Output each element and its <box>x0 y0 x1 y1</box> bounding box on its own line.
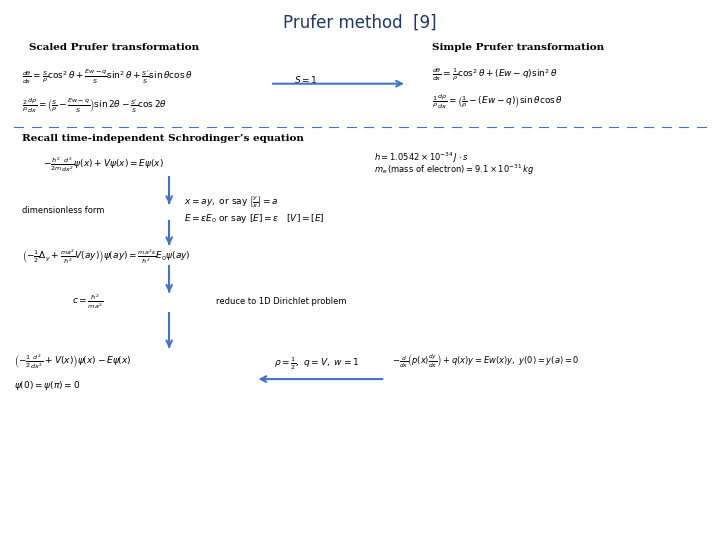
Text: $h = 1.0542\times 10^{-34}\,J\cdot s$: $h = 1.0542\times 10^{-34}\,J\cdot s$ <box>374 150 469 165</box>
Text: $\left(-\frac{1}{2}\frac{d^2}{dx^2} + V(x)\right)\psi(x) - E\psi(x)$: $\left(-\frac{1}{2}\frac{d^2}{dx^2} + V(… <box>14 352 132 370</box>
Text: $x = ay,\ \mathrm{or\ say}\ \left[\frac{y}{x}\right] = a$: $x = ay,\ \mathrm{or\ say}\ \left[\frac{… <box>184 194 279 210</box>
Text: $-\frac{\hbar^2}{2m}\frac{d^2}{dx^2}\psi(x) + V\psi(x) = E\psi(x)$: $-\frac{\hbar^2}{2m}\frac{d^2}{dx^2}\psi… <box>43 156 164 174</box>
Text: $\rho = \frac{1}{2},\ q=V,\ w=1$: $\rho = \frac{1}{2},\ q=V,\ w=1$ <box>274 355 359 372</box>
Text: Prufer method  [9]: Prufer method [9] <box>283 14 437 31</box>
Text: $-\frac{d}{dx}\left(p(x)\frac{dy}{dx}\right) + q(x)y = Ew(x)y,\ y(0) = y(a) = 0$: $-\frac{d}{dx}\left(p(x)\frac{dy}{dx}\ri… <box>392 352 580 370</box>
Text: $m_e\,(\mathrm{mass\ of\ electron}) = 9.1\times 10^{-31}\,kg$: $m_e\,(\mathrm{mass\ of\ electron}) = 9.… <box>374 163 535 178</box>
Text: $E = \varepsilon E_0\ \mathrm{or\ say}\ [E]=\varepsilon\quad [V]=[E]$: $E = \varepsilon E_0\ \mathrm{or\ say}\ … <box>184 212 324 225</box>
Text: $\frac{1}{\rho}\frac{d\rho}{dx} = \left(\frac{1}{\rho} - (Ew-q)\right)\sin\theta: $\frac{1}{\rho}\frac{d\rho}{dx} = \left(… <box>432 93 563 111</box>
Text: Simple Prufer transformation: Simple Prufer transformation <box>432 43 604 52</box>
Text: $\frac{2}{\rho}\frac{d\rho}{dx} = \left(\frac{S}{\rho} - \frac{Ew-q}{S}\right)\s: $\frac{2}{\rho}\frac{d\rho}{dx} = \left(… <box>22 97 167 115</box>
Text: $\psi(0) = \psi(\pi) = 0$: $\psi(0) = \psi(\pi) = 0$ <box>14 379 81 392</box>
Text: Recall time-independent Schrodinger’s equation: Recall time-independent Schrodinger’s eq… <box>22 134 303 143</box>
Text: $\frac{d\theta}{dx} = \frac{S}{\rho}\cos^2\theta + \frac{Ew-q}{S}\sin^2\theta + : $\frac{d\theta}{dx} = \frac{S}{\rho}\cos… <box>22 68 192 85</box>
Text: dimensionless form: dimensionless form <box>22 206 104 215</box>
Text: reduce to 1D Dirichlet problem: reduce to 1D Dirichlet problem <box>216 297 346 306</box>
Text: $c = \frac{\hbar^2}{ma^2}$: $c = \frac{\hbar^2}{ma^2}$ <box>72 293 103 311</box>
Text: $\left(-\frac{1}{2}\Delta_y + \frac{ma^2}{\hbar^2}V(ay)\right)\psi(ay) = \frac{m: $\left(-\frac{1}{2}\Delta_y + \frac{ma^2… <box>22 247 190 266</box>
Text: Scaled Prufer transformation: Scaled Prufer transformation <box>29 43 199 52</box>
Text: $\frac{d\theta}{dx} = \frac{1}{\rho}\cos^2\theta + (Ew-q)\sin^2\theta$: $\frac{d\theta}{dx} = \frac{1}{\rho}\cos… <box>432 66 557 83</box>
Text: $S=1$: $S=1$ <box>294 75 318 85</box>
